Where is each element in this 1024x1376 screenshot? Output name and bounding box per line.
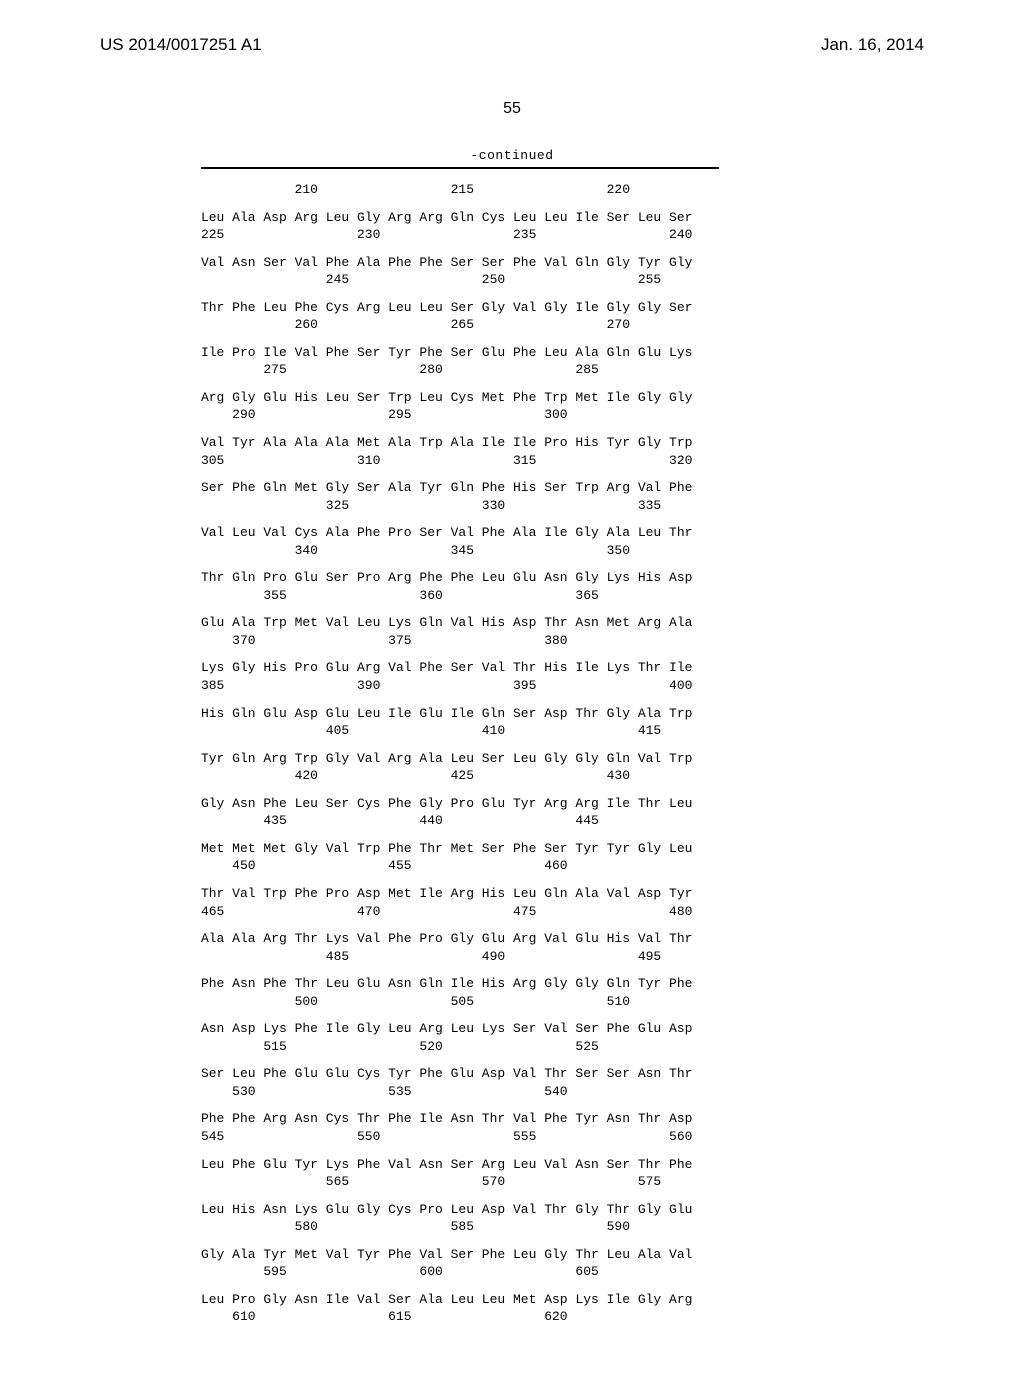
patent-page: US 2014/0017251 A1 Jan. 16, 2014 55 -con… <box>0 0 1024 1376</box>
position-row: 530 535 540 <box>201 1083 944 1101</box>
sequence-row: Glu Ala Trp Met Val Leu Lys Gln Val His … <box>201 614 944 632</box>
position-row: 500 505 510 <box>201 993 944 1011</box>
position-row: 260 265 270 <box>201 316 944 334</box>
position-row: 290 295 300 <box>201 406 944 424</box>
sequence-row: Thr Gln Pro Glu Ser Pro Arg Phe Phe Leu … <box>201 569 944 587</box>
position-row: 420 425 430 <box>201 767 944 785</box>
position-row: 545 550 555 560 <box>201 1128 944 1146</box>
sequence-row: Leu His Asn Lys Glu Gly Cys Pro Leu Asp … <box>201 1201 944 1219</box>
sequence-row: Ser Phe Gln Met Gly Ser Ala Tyr Gln Phe … <box>201 479 944 497</box>
position-row: 275 280 285 <box>201 361 944 379</box>
position-row: 385 390 395 400 <box>201 677 944 695</box>
sequence-row: Val Leu Val Cys Ala Phe Pro Ser Val Phe … <box>201 524 944 542</box>
sequence-row: Met Met Met Gly Val Trp Phe Thr Met Ser … <box>201 840 944 858</box>
position-row: 610 615 620 <box>201 1308 944 1326</box>
sequence-row: His Gln Glu Asp Glu Leu Ile Glu Ile Gln … <box>201 705 944 723</box>
divider-line <box>201 167 719 169</box>
sequence-row: Phe Asn Phe Thr Leu Glu Asn Gln Ile His … <box>201 975 944 993</box>
sequence-row: Tyr Gln Arg Trp Gly Val Arg Ala Leu Ser … <box>201 750 944 768</box>
sequence-row: Lys Gly His Pro Glu Arg Val Phe Ser Val … <box>201 659 944 677</box>
sequence-row: Ser Leu Phe Glu Glu Cys Tyr Phe Glu Asp … <box>201 1065 944 1083</box>
sequence-row: 210 215 220 <box>201 181 944 199</box>
sequence-row: Gly Asn Phe Leu Ser Cys Phe Gly Pro Glu … <box>201 795 944 813</box>
position-row: 565 570 575 <box>201 1173 944 1191</box>
publication-number: US 2014/0017251 A1 <box>100 35 262 55</box>
sequence-row: Gly Ala Tyr Met Val Tyr Phe Val Ser Phe … <box>201 1246 944 1264</box>
sequence-row: Thr Val Trp Phe Pro Asp Met Ile Arg His … <box>201 885 944 903</box>
continued-label: -continued <box>80 148 944 163</box>
page-number: 55 <box>80 100 944 118</box>
position-row: 245 250 255 <box>201 271 944 289</box>
position-row: 485 490 495 <box>201 948 944 966</box>
sequence-row: Ile Pro Ile Val Phe Ser Tyr Phe Ser Glu … <box>201 344 944 362</box>
position-row: 595 600 605 <box>201 1263 944 1281</box>
sequence-row: Val Tyr Ala Ala Ala Met Ala Trp Ala Ile … <box>201 434 944 452</box>
sequence-row: Ala Ala Arg Thr Lys Val Phe Pro Gly Glu … <box>201 930 944 948</box>
position-row: 515 520 525 <box>201 1038 944 1056</box>
sequence-row: Leu Ala Asp Arg Leu Gly Arg Arg Gln Cys … <box>201 209 944 227</box>
position-row: 370 375 380 <box>201 632 944 650</box>
position-row: 325 330 335 <box>201 497 944 515</box>
sequence-row: Arg Gly Glu His Leu Ser Trp Leu Cys Met … <box>201 389 944 407</box>
sequence-row: Leu Pro Gly Asn Ile Val Ser Ala Leu Leu … <box>201 1291 944 1309</box>
position-row: 405 410 415 <box>201 722 944 740</box>
position-row: 435 440 445 <box>201 812 944 830</box>
sequence-row: Val Asn Ser Val Phe Ala Phe Phe Ser Ser … <box>201 254 944 272</box>
position-row: 580 585 590 <box>201 1218 944 1236</box>
sequence-listing: 210 215 220 Leu Ala Asp Arg Leu Gly Arg A… <box>201 181 944 1326</box>
sequence-row: Asn Asp Lys Phe Ile Gly Leu Arg Leu Lys … <box>201 1020 944 1038</box>
position-row: 355 360 365 <box>201 587 944 605</box>
sequence-row: Phe Phe Arg Asn Cys Thr Phe Ile Asn Thr … <box>201 1110 944 1128</box>
position-row: 465 470 475 480 <box>201 903 944 921</box>
sequence-row: Leu Phe Glu Tyr Lys Phe Val Asn Ser Arg … <box>201 1156 944 1174</box>
position-row: 450 455 460 <box>201 857 944 875</box>
position-row: 305 310 315 320 <box>201 452 944 470</box>
publication-date: Jan. 16, 2014 <box>821 35 924 55</box>
position-row: 340 345 350 <box>201 542 944 560</box>
sequence-row: Thr Phe Leu Phe Cys Arg Leu Leu Ser Gly … <box>201 299 944 317</box>
position-row: 225 230 235 240 <box>201 226 944 244</box>
